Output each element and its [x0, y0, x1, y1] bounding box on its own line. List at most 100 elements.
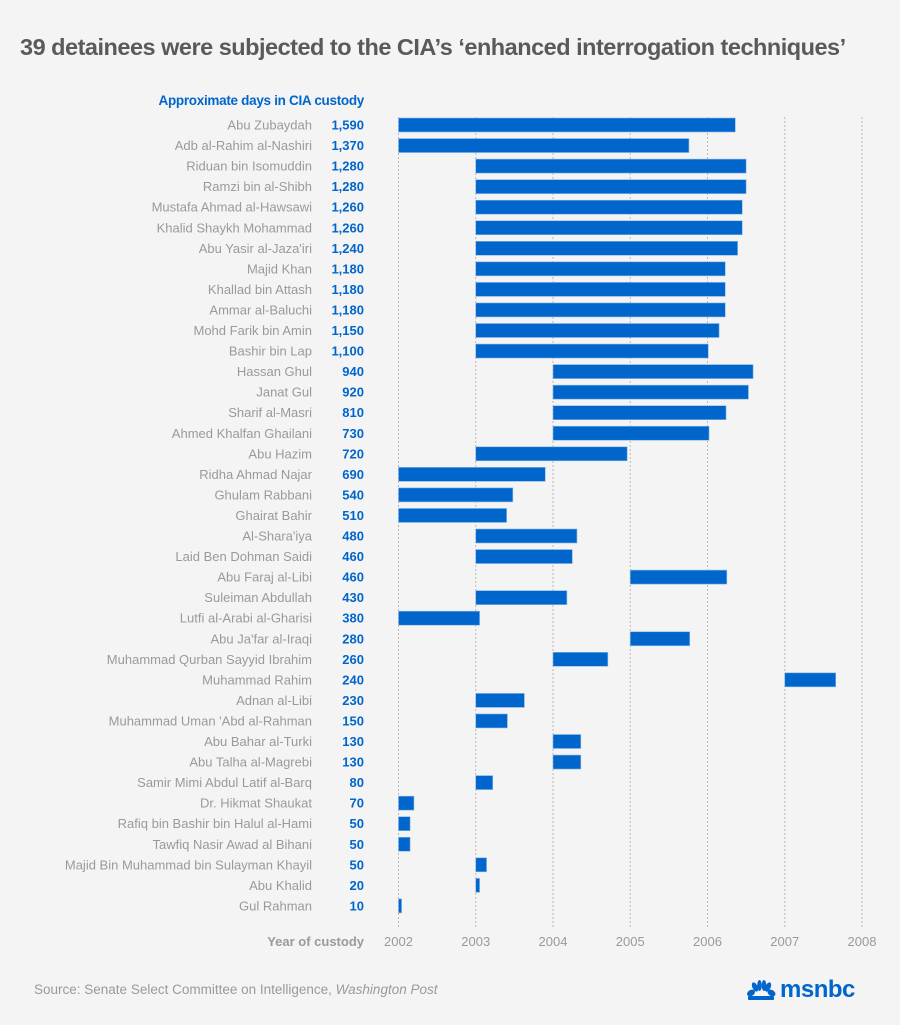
detainee-name: Sharif al-Masri — [228, 405, 312, 420]
detainee-name: Rafiq bin Bashir bin Halul al-Hami — [118, 816, 312, 831]
detainee-name: Ghairat Bahir — [235, 508, 312, 523]
days-value: 240 — [342, 672, 364, 687]
days-value: 540 — [342, 487, 364, 502]
days-value: 70 — [350, 796, 364, 811]
days-value: 1,180 — [331, 282, 364, 297]
detainee-name: Riduan bin Isomuddin — [186, 159, 312, 174]
days-value: 1,240 — [331, 241, 364, 256]
detainee-name: Hassan Ghul — [237, 364, 312, 379]
detainee-name: Suleiman Abdullah — [204, 590, 312, 605]
days-value: 260 — [342, 652, 364, 667]
msnbc-logo: msnbc — [746, 977, 855, 1003]
detainee-name: Abu Talha al-Magrebi — [189, 755, 312, 770]
days-value: 380 — [342, 611, 364, 626]
detainee-name: Bashir bin Lap — [229, 344, 312, 359]
days-value: 1,100 — [331, 344, 364, 359]
days-value: 1,260 — [331, 200, 364, 215]
detainee-name: Ramzi bin al-Shibh — [203, 179, 312, 194]
days-value: 810 — [342, 405, 364, 420]
detainee-name: Abu Yasir al-Jaza'iri — [199, 241, 312, 256]
bar — [398, 898, 402, 914]
days-value: 20 — [350, 878, 364, 893]
bar — [475, 241, 738, 256]
detainee-name: Majid Khan — [247, 261, 312, 276]
days-value: 940 — [342, 364, 364, 379]
days-value: 10 — [350, 898, 364, 913]
detainee-name: Gul Rahman — [239, 898, 312, 913]
days-value: 130 — [342, 755, 364, 770]
source-publication: Washington Post — [335, 982, 438, 997]
bar — [475, 878, 480, 893]
days-value: 1,370 — [331, 138, 364, 153]
bar — [475, 323, 720, 338]
chart-title: 39 detainees were subjected to the CIA’s… — [20, 34, 846, 60]
days-value: 230 — [342, 693, 364, 708]
detainee-name: Dr. Hikmat Shaukat — [200, 796, 312, 811]
detainee-name: Laid Ben Dohman Saidi — [175, 549, 312, 564]
detainee-name: Samir Mimi Abdul Latif al-Barq — [137, 775, 312, 790]
days-value: 50 — [350, 857, 364, 872]
detainee-name: Janat Gul — [256, 385, 312, 400]
bar — [475, 302, 726, 318]
source-note: Source: Senate Select Committee on Intel… — [34, 982, 437, 997]
detainee-name: Abu Ja'far al-Iraqi — [211, 631, 313, 646]
days-value: 1,150 — [331, 323, 364, 338]
days-value: 460 — [342, 549, 364, 564]
bar — [475, 775, 494, 790]
detainee-name: Muhammad Qurban Sayyid Ibrahim — [107, 652, 312, 667]
bar — [552, 364, 754, 379]
detainee-name: Abu Bahar al-Turki — [204, 734, 312, 749]
bar — [398, 138, 690, 153]
bar — [475, 220, 743, 236]
detainee-name: Muhammad Rahim — [202, 672, 312, 687]
bar — [398, 117, 736, 133]
x-tick-label: 2003 — [461, 934, 490, 949]
detainee-name: Ridha Ahmad Najar — [199, 467, 312, 482]
detainee-name: Khallad bin Attash — [208, 282, 312, 297]
detainee-name: Adb al-Rahim al-Nashiri — [175, 138, 312, 153]
bar — [475, 446, 628, 462]
bar — [398, 487, 514, 503]
bar — [475, 857, 487, 873]
days-value: 50 — [350, 837, 364, 852]
days-value: 510 — [342, 508, 364, 523]
days-value: 150 — [342, 713, 364, 728]
bar — [552, 405, 727, 421]
bar — [475, 261, 726, 277]
bar — [552, 734, 582, 749]
x-axis: Year of custody 2002 2003 2004 2005 2006 2007… — [267, 934, 876, 949]
bar — [552, 384, 749, 400]
bar — [475, 693, 525, 708]
days-value: 1,180 — [331, 302, 364, 317]
bars — [398, 117, 837, 914]
days-value: 920 — [342, 385, 364, 400]
days-value: 50 — [350, 816, 364, 831]
days-value: 430 — [342, 590, 364, 605]
bar — [475, 528, 578, 544]
bar — [475, 590, 568, 605]
bar — [475, 282, 726, 297]
bar — [398, 795, 415, 811]
detainee-name: Abu Faraj al-Libi — [217, 570, 312, 585]
x-tick-label: 2008 — [848, 934, 877, 949]
detainee-name: Abu Khalid — [249, 878, 312, 893]
days-value: 80 — [350, 775, 364, 790]
row-labels: Abu Zubaydah 1,590 Adb al-Rahim al-Nashiri… — [65, 118, 364, 914]
bar — [475, 343, 709, 359]
days-value: 1,280 — [331, 159, 364, 174]
bar — [552, 425, 710, 441]
bar — [552, 754, 582, 770]
days-value: 1,260 — [331, 220, 364, 235]
detainee-name: Ahmed Khalfan Ghailani — [172, 426, 312, 441]
days-value: 1,280 — [331, 179, 364, 194]
bar — [398, 836, 411, 852]
bar — [552, 651, 609, 667]
detainee-name: Abu Hazim — [248, 446, 312, 461]
nbc-peacock-icon — [747, 980, 776, 1000]
days-value: 1,180 — [331, 261, 364, 276]
bar — [629, 631, 691, 647]
x-tick-label: 2007 — [770, 934, 799, 949]
source-text: Source: Senate Select Committee on Intel… — [34, 982, 336, 997]
detainee-name: Khalid Shaykh Mohammad — [157, 220, 312, 235]
detainee-name: Adnan al-Libi — [236, 693, 312, 708]
